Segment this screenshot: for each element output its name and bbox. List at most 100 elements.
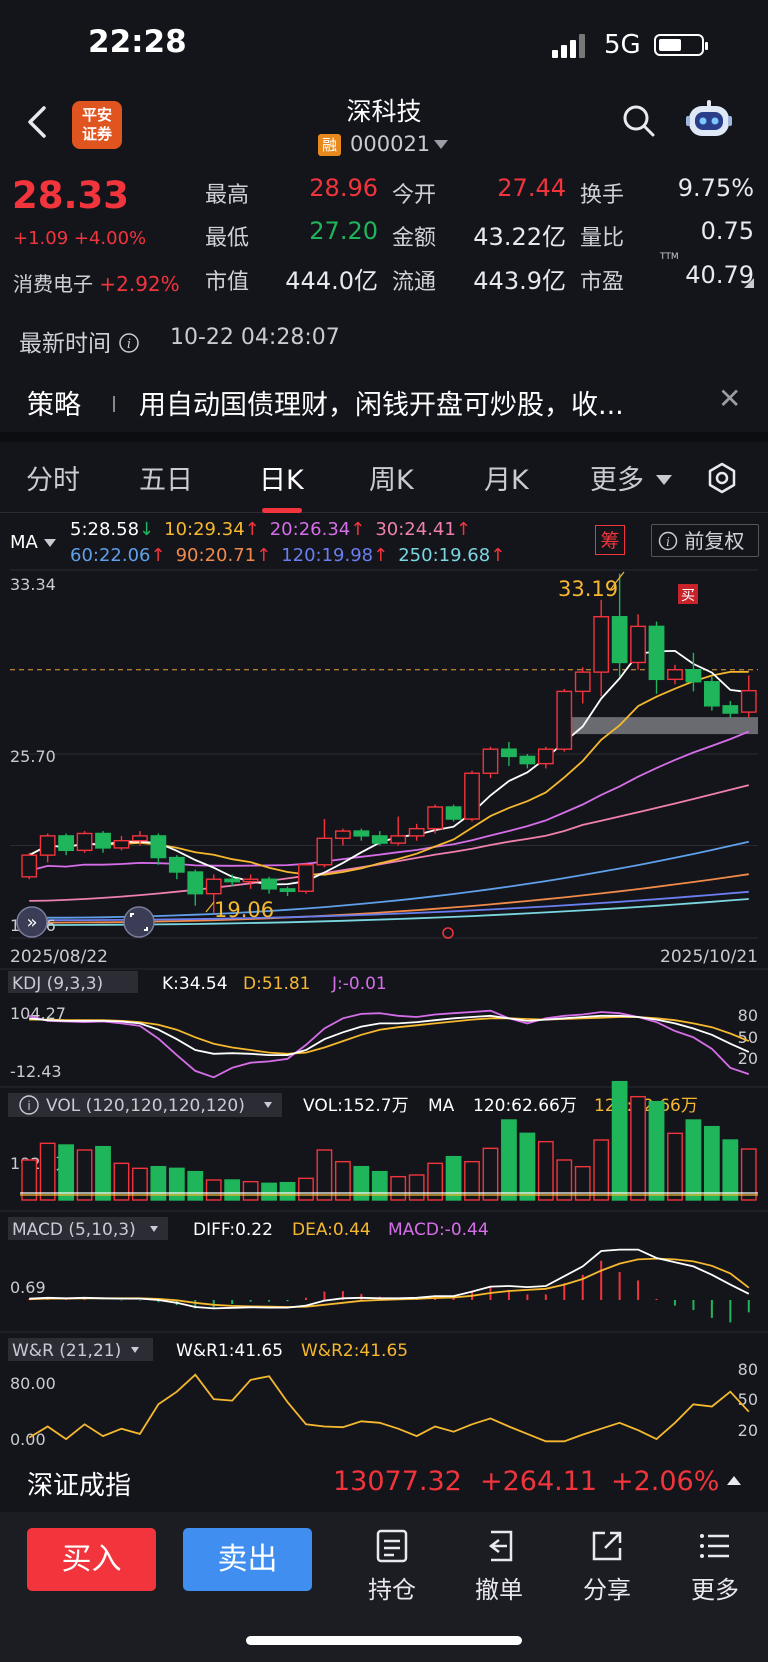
- kdj-k-value: K:34.54: [162, 974, 228, 994]
- holdings-button[interactable]: 持仓: [347, 1528, 437, 1605]
- volume-bar: [168, 1167, 185, 1201]
- strategy-label: 策略: [27, 390, 81, 421]
- low-price-mark: 19.06: [214, 898, 274, 922]
- candle-body: [58, 835, 75, 852]
- kdj-tag-bg: [8, 971, 138, 993]
- candle-body: [703, 681, 720, 707]
- back-icon[interactable]: [20, 102, 56, 142]
- chips-button[interactable]: 筹: [595, 525, 625, 555]
- share-icon: [592, 1531, 622, 1561]
- more-button[interactable]: 更多: [670, 1528, 760, 1605]
- home-indicator: [246, 1636, 522, 1645]
- candle-body: [593, 616, 610, 673]
- industry[interactable]: 消费电子 +2.92%: [13, 268, 180, 297]
- cancel-order-button[interactable]: 撤单: [454, 1528, 544, 1605]
- ma-value-text: 250:19.68: [398, 545, 491, 566]
- index-bar[interactable]: [0, 1450, 768, 1510]
- kdj-label: KDJ (9,3,3): [12, 974, 103, 994]
- tab-5[interactable]: 更多: [590, 465, 644, 496]
- status-time: 22:28: [88, 24, 187, 60]
- wr-bottom-tick: 0.00: [10, 1430, 46, 1449]
- ma-trend-arrow: ↑: [150, 545, 166, 566]
- wr-line: [28, 1373, 750, 1443]
- wr2-value: W&R2:41.65: [301, 1341, 408, 1361]
- search-icon[interactable]: [622, 104, 656, 138]
- tab-2[interactable]: 日K: [259, 465, 304, 496]
- ma-trend-arrow: ↑: [373, 545, 389, 566]
- y-tick-top: 33.34: [10, 575, 56, 594]
- buy-button[interactable]: 买入: [27, 1528, 156, 1591]
- svg-text:i: i: [666, 535, 670, 549]
- volume-bar: [445, 1155, 462, 1201]
- kdj-top-tick: 104.27: [10, 1004, 66, 1023]
- scroll-left-icon: [16, 906, 48, 938]
- volume-bar: [224, 1179, 241, 1201]
- undo-order-icon: [488, 1530, 513, 1562]
- macd-tick: 0.69: [10, 1278, 46, 1297]
- ma-value: 90:20.71↑: [176, 545, 272, 566]
- battery-icon: [654, 34, 708, 56]
- candle-body: [722, 705, 739, 714]
- support-band: [568, 717, 758, 735]
- kline-chart-panel[interactable]: 33.3425.7018.062025/08/222025/10/2133.19…: [0, 560, 768, 1450]
- ma-value-text: 30:24.41: [375, 519, 456, 540]
- tab-4[interactable]: 月K: [484, 465, 529, 496]
- volume-bar: [187, 1170, 204, 1201]
- cancel-order-label: 撤单: [475, 1576, 523, 1604]
- strategy-text[interactable]: 用自动国债理财，闲钱开盘可炒股，收...: [139, 390, 624, 421]
- share-button[interactable]: 分享: [562, 1528, 652, 1605]
- ma10-line: [28, 670, 749, 876]
- assistant-robot-icon[interactable]: [686, 100, 732, 142]
- tab-3[interactable]: 周K: [369, 465, 414, 496]
- ttm-label: TTM: [660, 252, 679, 262]
- kdj-level-50: 50: [738, 1028, 758, 1047]
- volume-bar: [703, 1125, 720, 1201]
- buy-signal-text: 买: [681, 588, 695, 604]
- volume-bar: [353, 1165, 370, 1201]
- tab-0[interactable]: 分时: [26, 465, 80, 496]
- candle-body: [187, 871, 204, 895]
- volume-bar: [261, 1182, 277, 1201]
- kdj-j-value: J:-0.01: [331, 974, 387, 994]
- chevron-down-icon: [264, 1102, 272, 1108]
- candle-body: [279, 888, 296, 892]
- tab-1[interactable]: 五日: [139, 465, 193, 496]
- gear-icon[interactable]: [706, 462, 738, 494]
- stat-label: 金额: [392, 226, 437, 251]
- volume-bar: [648, 1100, 665, 1201]
- chevron-down-icon[interactable]: [434, 140, 448, 149]
- wr1-value: W&R1:41.65: [176, 1341, 283, 1361]
- ma-value-text: 20:26.34: [269, 519, 351, 540]
- ma-value-text: 60:22.06: [70, 545, 151, 566]
- info-icon[interactable]: i: [118, 332, 140, 354]
- ma-label[interactable]: MA: [10, 532, 38, 553]
- candle-body: [464, 772, 480, 820]
- info-icon: i: [658, 531, 678, 551]
- candle-body: [298, 864, 314, 892]
- expand-up-icon[interactable]: [727, 1476, 741, 1485]
- chevron-down-icon[interactable]: [44, 539, 56, 547]
- broker-logo[interactable]: 平安 证券: [72, 101, 122, 149]
- ma-trend-arrow: ↑: [350, 519, 366, 540]
- candle-body: [353, 830, 370, 837]
- macd-dea: DEA:0.44: [292, 1220, 371, 1240]
- candle-body: [371, 835, 388, 844]
- stat-value: 444.0亿: [285, 267, 378, 295]
- sell-button[interactable]: 卖出: [183, 1528, 312, 1591]
- volume-bar: [556, 1159, 573, 1201]
- low-mark-pointer: [205, 901, 215, 913]
- chevron-down-icon[interactable]: [656, 475, 672, 485]
- close-icon[interactable]: ✕: [718, 382, 742, 415]
- candle-body: [205, 878, 222, 895]
- index-change: +264.11: [480, 1466, 598, 1497]
- vol-ma1: 120:62.66万: [473, 1096, 577, 1116]
- event-marker-icon: [442, 927, 454, 939]
- macd-macd: MACD:-0.44: [388, 1220, 489, 1240]
- chevron-down-icon: [150, 1226, 158, 1232]
- stat-value: 9.75%: [677, 174, 754, 202]
- candle-body: [630, 625, 646, 664]
- adjust-mode-button[interactable]: i 前复权: [651, 524, 759, 557]
- volume-bar: [722, 1139, 739, 1201]
- stock-code[interactable]: 000021: [350, 132, 431, 156]
- macd-tag-bg: [8, 1217, 168, 1240]
